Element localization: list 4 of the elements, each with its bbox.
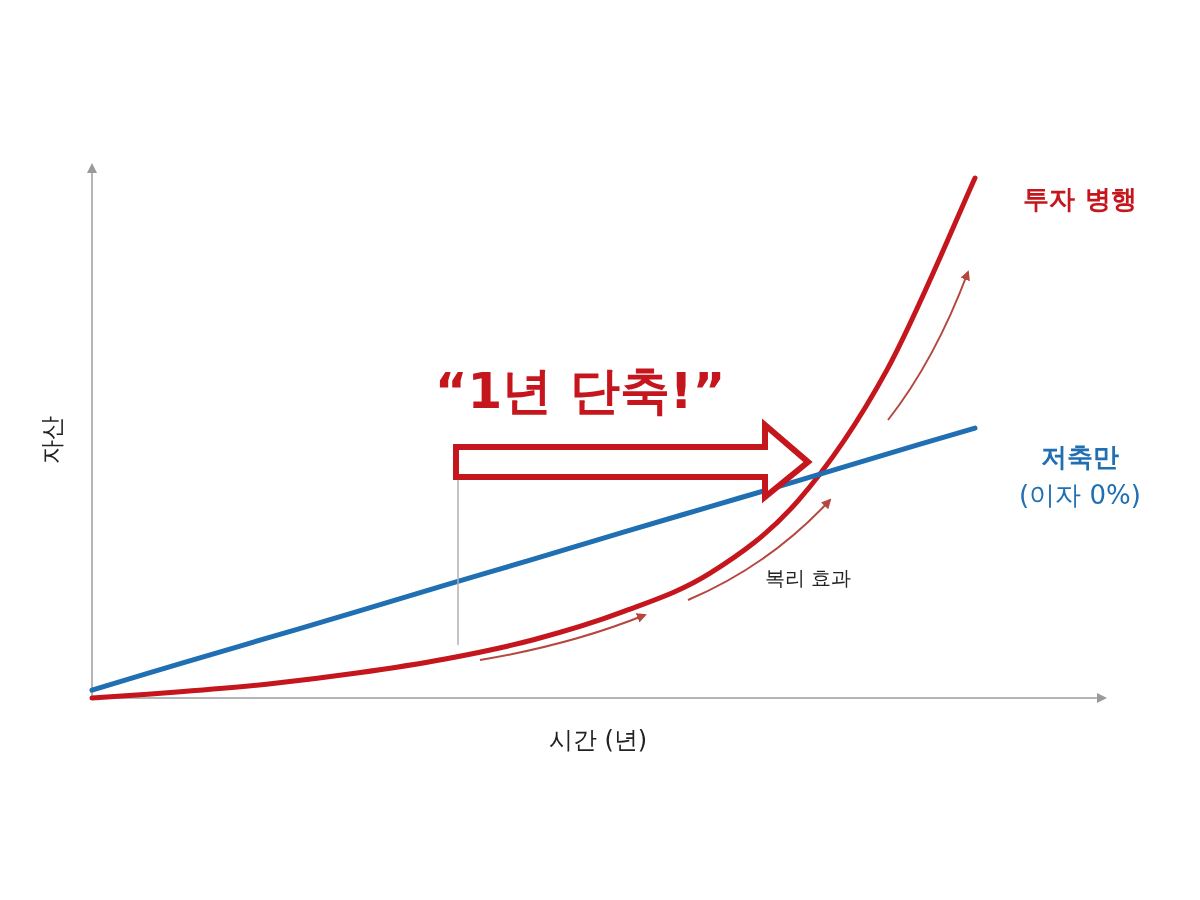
ylabel: 자산 (38, 416, 66, 464)
xlabel: 시간 (년) (548, 726, 648, 754)
annotation: 복리 효과 (764, 566, 852, 590)
annotation: “1년 단축!” (434, 362, 726, 420)
